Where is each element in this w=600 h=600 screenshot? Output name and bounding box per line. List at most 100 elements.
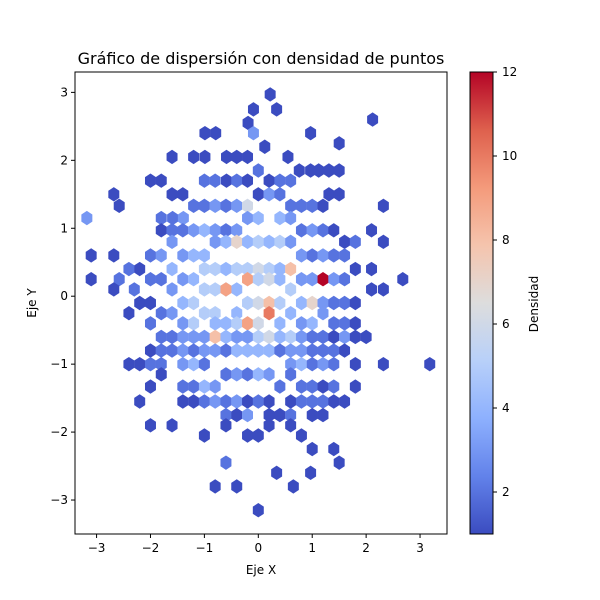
hexbin-cell (209, 305, 221, 321)
hexbin-cell (166, 282, 178, 297)
hexbin-cell (295, 198, 307, 214)
hexbin-cell (317, 198, 329, 214)
hexbin-cell (263, 329, 275, 345)
hexbin-cell (242, 149, 254, 165)
hexbin-cell (274, 210, 286, 226)
hexbin-cell (134, 356, 146, 372)
hexbin-cell (339, 329, 351, 345)
hexbin-cell (360, 329, 372, 345)
hexbin-cell (306, 295, 318, 311)
hexbin-cell (242, 329, 254, 345)
hexbin-cell (209, 343, 221, 358)
y-tick-label: 2 (60, 153, 68, 167)
hexbin-cell (306, 356, 318, 372)
hexbin-cell (113, 198, 125, 214)
hexbin-cell (198, 379, 210, 394)
hexbin-cell (220, 407, 232, 423)
hexbin-cell (220, 455, 232, 470)
hexbin-cell (177, 329, 189, 345)
hexbin-cell (339, 234, 351, 250)
hexbin-cell (263, 407, 275, 423)
hexbin-cell (220, 316, 232, 331)
hexbin-cell (274, 329, 286, 345)
hexbin-cell (144, 316, 156, 331)
y-tick-label: −1 (50, 357, 68, 371)
chart-title: Gráfico de dispersión con densidad de pu… (78, 49, 445, 68)
hexbin-cell (177, 295, 189, 311)
hexbin-cell (263, 367, 275, 382)
hexbin-cell (155, 173, 167, 188)
hexbin-cell (317, 223, 329, 238)
hexbin-cell (328, 379, 340, 394)
hexbin-cell (285, 343, 297, 358)
hexbin-cell (333, 163, 345, 178)
hexbin-cell (317, 248, 329, 263)
hexbin-cell (349, 356, 361, 372)
hexbin-cell (287, 479, 299, 494)
hexbin-cell (367, 112, 379, 127)
hexbin-cell (295, 316, 307, 331)
hexbin-cell (209, 198, 221, 214)
hexbin-cell (252, 272, 264, 287)
hexbin-cell (128, 282, 140, 297)
hexbin-cell (231, 223, 243, 238)
hexbin-cell (339, 316, 351, 331)
hexbin-cell (306, 248, 318, 263)
hexbin-cell (188, 295, 200, 311)
hexbin-cell (328, 356, 340, 372)
hexbin-cell (242, 316, 254, 331)
hexbin-cell (209, 234, 221, 250)
hexbin-cell (252, 367, 264, 382)
hexbin-cell (295, 223, 307, 238)
hexbin-cell (317, 295, 329, 311)
x-tick-label: 1 (308, 541, 316, 555)
hexbin-cell (155, 343, 167, 358)
hexbin-cell (328, 295, 340, 311)
hexbin-cell (339, 394, 351, 409)
hexbin-cell (252, 329, 264, 345)
hexbin-cell (166, 418, 178, 433)
hexbin-cell (209, 379, 221, 394)
hexbin-cell (123, 305, 135, 321)
hexbin-cell (247, 102, 259, 117)
hexbin-cell (144, 379, 156, 394)
hexbin-cell (166, 305, 178, 321)
hexbin-cell (231, 261, 243, 277)
hexbin-cell (252, 316, 264, 331)
colorbar-label: Densidad (527, 276, 541, 332)
hexbin-cell (263, 173, 275, 188)
hexbin-cell (333, 187, 345, 202)
hexbin-cell (306, 329, 318, 345)
hexbin-cell (198, 248, 210, 263)
hexbin-cell (366, 223, 378, 238)
hexbin-cell (220, 223, 232, 238)
hexbin-cell (285, 356, 297, 372)
hexbin-cell (220, 418, 232, 433)
hexbin-cell (252, 261, 264, 277)
hexbin-cell (108, 248, 120, 263)
colorbar: 2 4 6 8 10 12 (469, 65, 517, 535)
hexbin-cell (198, 173, 210, 188)
hexbin-cell (274, 272, 286, 287)
hexbin-cell (155, 210, 167, 226)
hexbin-cell (231, 394, 243, 409)
x-tick-label: 2 (362, 541, 370, 555)
hexbin-cell (220, 329, 232, 345)
hexbin-cell (305, 125, 317, 141)
hexbin-cell (198, 198, 210, 214)
hexbin-cell (123, 356, 135, 372)
hexbin-cell (242, 394, 254, 409)
hexbin-cell (263, 343, 275, 358)
hexbin-cell (317, 356, 329, 372)
hexbin-cell (177, 343, 189, 358)
plot-frame (74, 71, 448, 535)
hexbin-cell (85, 248, 97, 263)
hexbin-cell (397, 272, 409, 287)
hexbin-cell (263, 305, 275, 321)
x-tick-label: 0 (254, 541, 262, 555)
hexbin-cell (271, 465, 283, 481)
hexbin-cell (377, 282, 389, 297)
hexbin-cell (285, 173, 297, 188)
hexbin-cell (144, 248, 156, 263)
